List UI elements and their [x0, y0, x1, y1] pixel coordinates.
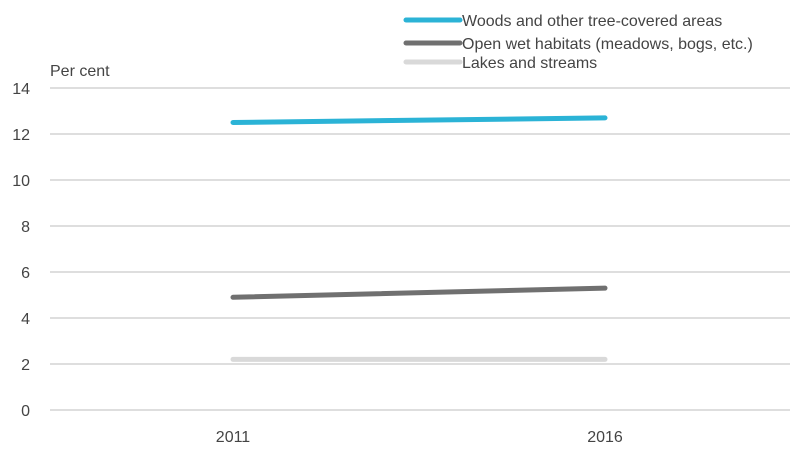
- y-tick-label: 14: [12, 81, 30, 98]
- legend: Woods and other tree-covered areas Open w…: [403, 13, 753, 72]
- y-tick-label: 8: [21, 219, 30, 236]
- legend-label: Woods and other tree-covered areas: [462, 13, 722, 30]
- legend-label: Open wet habitats (meadows, bogs, etc.): [462, 36, 753, 53]
- y-tick-label: 12: [12, 127, 30, 144]
- y-axis-ticks: 0 2 4 6 8 10 12 14: [12, 81, 30, 420]
- y-tick-label: 10: [12, 173, 30, 190]
- x-tick-label: 2011: [216, 429, 251, 446]
- y-tick-label: 0: [21, 403, 30, 420]
- y-tick-label: 2: [21, 357, 30, 374]
- series-lines: [230, 115, 608, 362]
- y-tick-label: 4: [21, 311, 30, 328]
- series-line: [230, 285, 608, 300]
- x-tick-label: 2016: [587, 429, 623, 446]
- series-line: [230, 115, 608, 125]
- x-axis-ticks: 2011 2016: [216, 429, 623, 446]
- gridlines: [50, 87, 790, 411]
- y-axis-title: Per cent: [50, 63, 110, 80]
- y-tick-label: 6: [21, 265, 30, 282]
- legend-label: Lakes and streams: [462, 55, 597, 72]
